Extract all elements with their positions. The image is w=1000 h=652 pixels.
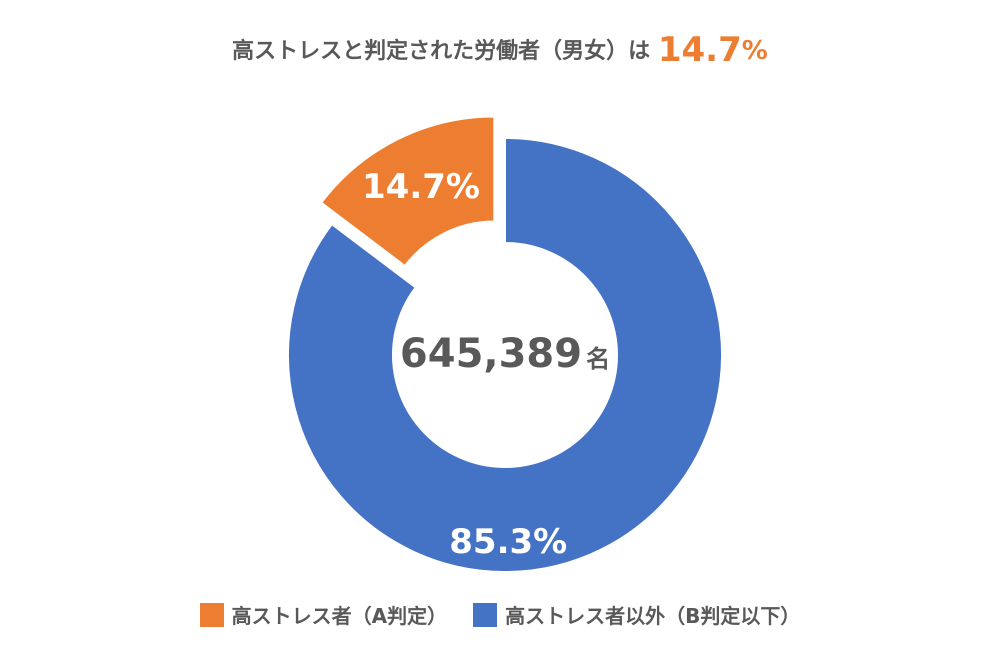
center-total-unit: 名 xyxy=(586,345,610,373)
donut-slices xyxy=(287,115,723,573)
chart-legend: 高ストレス者（A判定） 高ストレス者以外（B判定以下） xyxy=(0,600,1000,629)
legend-item-other: 高ストレス者以外（B判定以下） xyxy=(473,600,800,629)
slice-labels: 14.7% 85.3% xyxy=(362,167,567,562)
legend-label-high-stress: 高ストレス者（A判定） xyxy=(231,604,448,628)
legend-label-other: 高ストレス者以外（B判定以下） xyxy=(505,604,801,628)
chart-title-prefix: 高ストレスと判定された労働者（男女）は xyxy=(232,39,651,64)
legend-swatch-high-stress xyxy=(199,602,224,627)
chart-title-percent-sign: % xyxy=(741,36,768,66)
slice-high-stress xyxy=(319,115,496,268)
legend-swatch-other xyxy=(473,602,498,627)
center-total-label: 645,389 名 xyxy=(400,331,610,377)
slice-label-other: 85.3% xyxy=(449,522,567,562)
center-total-number: 645,389 xyxy=(400,331,582,377)
slice-other xyxy=(287,136,723,573)
slice-label-high-stress: 14.7% xyxy=(362,167,480,207)
chart-title: 高ストレスと判定された労働者（男女）は 14.7% xyxy=(0,30,1000,70)
chart-title-highlight-value: 14.7 xyxy=(657,30,742,70)
legend-item-high-stress: 高ストレス者（A判定） xyxy=(199,600,448,629)
